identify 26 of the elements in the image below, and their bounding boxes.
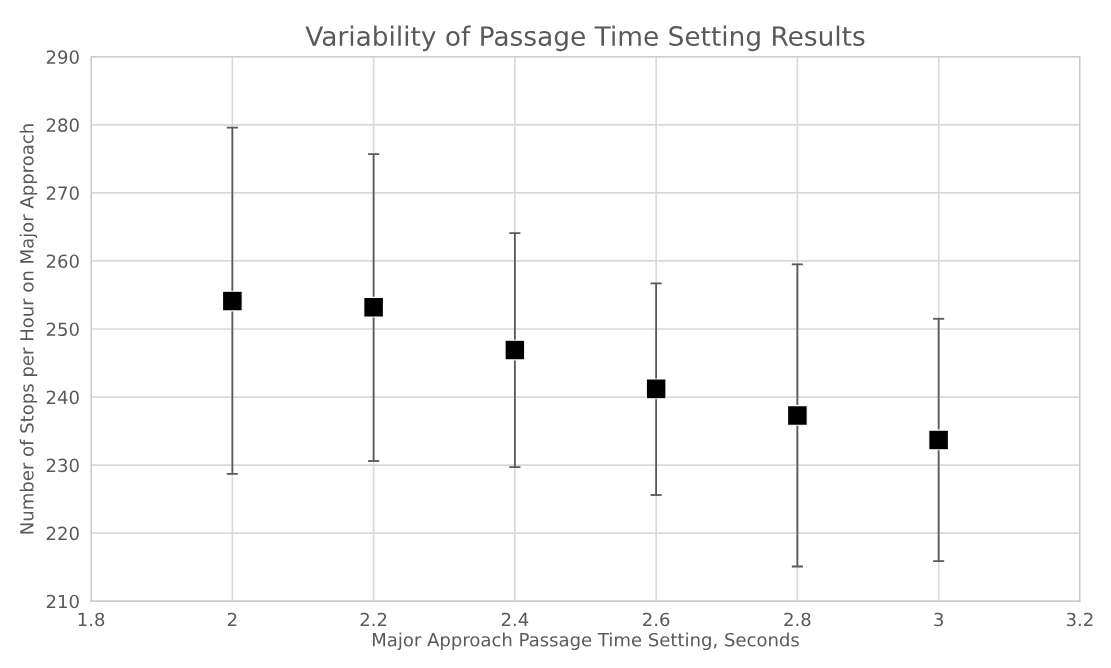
x-tick-label: 3.2 [1066, 612, 1093, 627]
x-tick-label: 3 [934, 612, 943, 627]
y-tick-label: 210 [46, 594, 79, 609]
x-axis-title: Major Approach Passage Time Setting, Seconds [372, 632, 799, 651]
point [928, 429, 950, 451]
y-tick-label: 240 [46, 390, 79, 405]
x-tick-label: 2 [227, 612, 237, 627]
y-tick-label: 250 [46, 322, 79, 337]
point [221, 290, 243, 312]
y-axis-title: Number of Stops per Hour on Major Approach [19, 124, 38, 534]
y-tick-label: 280 [46, 118, 79, 132]
point [787, 405, 808, 426]
y-tick-label: 290 [46, 50, 79, 64]
y-tick-label: 270 [46, 186, 79, 200]
x-tick-label: 2.2 [360, 612, 387, 627]
x-tick-label: 2.4 [501, 612, 529, 627]
y-tick-label: 260 [46, 254, 79, 269]
point [645, 378, 667, 400]
point [363, 296, 384, 318]
x-tick-label: 1.8 [78, 612, 105, 627]
x-tick-label: 2.8 [784, 612, 811, 627]
x-tick-label: 2.6 [643, 612, 670, 627]
y-tick-label: 230 [46, 458, 79, 473]
y-tick-label: 220 [46, 526, 79, 541]
chart-title: Variability of Passage Time Setting Results [305, 25, 865, 52]
point [504, 339, 526, 361]
